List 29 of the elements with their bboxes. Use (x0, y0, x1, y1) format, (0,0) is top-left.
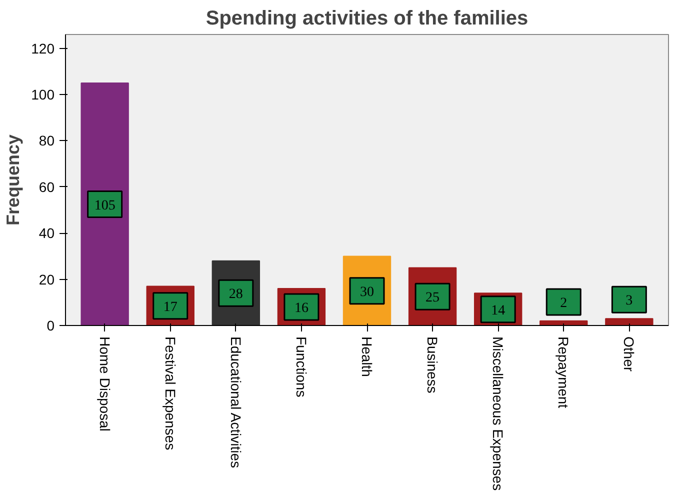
x-tick-label: Miscellaneous Expenses (490, 336, 506, 491)
data-label: 25 (426, 290, 440, 306)
x-tick-label: Functions (293, 336, 310, 398)
y-tick-label: 20 (38, 271, 55, 288)
data-label: 105 (94, 198, 116, 214)
x-tick-label: Festival Expenses (162, 336, 178, 450)
y-tick-label: 100 (31, 86, 55, 103)
data-label: 30 (360, 284, 374, 300)
y-tick-label: 0 (46, 318, 55, 334)
x-tick-label: Educational Activities (228, 336, 244, 468)
x-tick-label: Repayment (556, 336, 572, 408)
data-label: 28 (228, 287, 243, 302)
y-axis-title: Frequency (3, 134, 24, 226)
y-tick-label: 40 (38, 225, 55, 242)
data-label: 16 (294, 301, 308, 316)
bar (605, 318, 654, 326)
x-tick-label: Other (621, 336, 638, 372)
y-tick-label: 120 (31, 40, 55, 56)
bar (80, 82, 129, 326)
x-tick-label: Health (359, 336, 375, 377)
data-label: 17 (163, 300, 178, 315)
x-tick-label: Home Disposal (96, 336, 113, 432)
chart-title: Spending activities of the families (206, 8, 528, 30)
data-label: 2 (560, 296, 568, 311)
x-tick-label: Business (424, 336, 441, 394)
y-tick-label: 60 (38, 178, 55, 195)
y-tick-label: 80 (38, 132, 55, 149)
data-label: 3 (626, 294, 633, 309)
data-label: 14 (491, 303, 506, 318)
